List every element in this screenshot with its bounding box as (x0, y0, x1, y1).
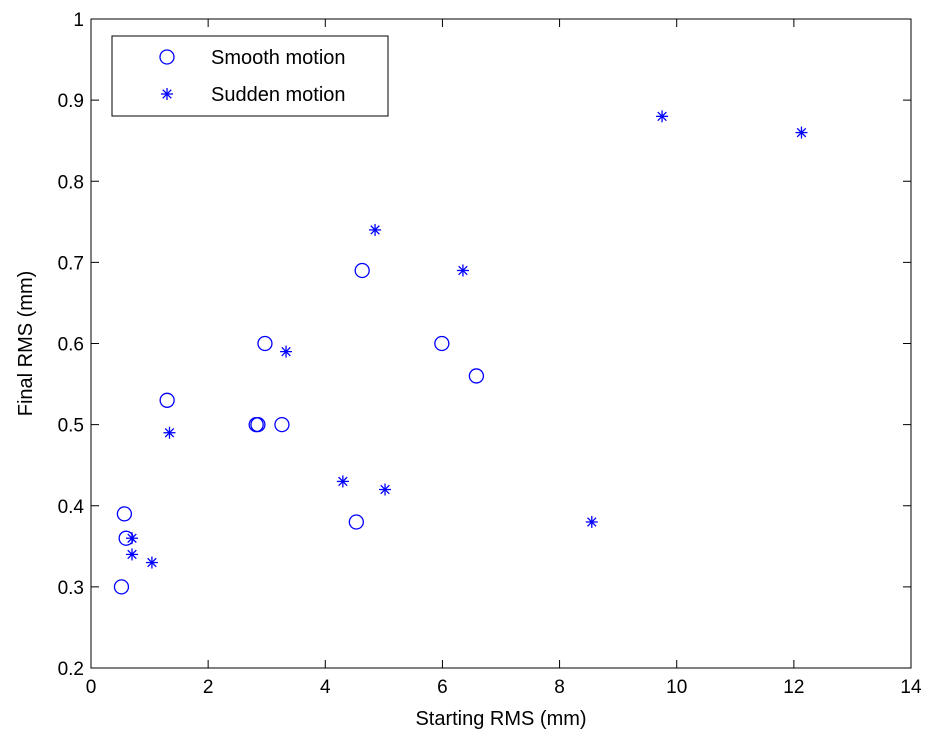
x-tick-label: 0 (86, 677, 97, 698)
legend: Smooth motion Sudden motion (111, 35, 389, 117)
legend-marker-sudden (161, 88, 173, 100)
data-point-sudden (795, 126, 808, 139)
data-point-sudden (369, 223, 382, 236)
y-tick-label: 0.5 (58, 416, 84, 437)
x-tick-label: 14 (900, 677, 922, 698)
data-point-smooth (468, 368, 485, 384)
data-point-smooth (113, 579, 130, 595)
y-tick-label: 0.2 (58, 659, 84, 680)
data-point-sudden (126, 548, 138, 561)
data-point-sudden (336, 475, 349, 488)
data-point-smooth (434, 335, 450, 352)
data-point-smooth (274, 416, 290, 433)
y-tick-label: 0.6 (58, 335, 84, 356)
x-tick-label: 4 (320, 677, 331, 698)
data-point-sudden (163, 426, 176, 439)
x-tick-label: 8 (554, 677, 565, 698)
data-point-smooth (116, 506, 133, 522)
x-tick-label: 10 (666, 677, 687, 698)
data-point-sudden (456, 264, 469, 277)
data-point-smooth (159, 392, 175, 408)
data-point-smooth (354, 262, 370, 279)
y-axis-label: Final RMS (mm) (15, 271, 37, 417)
data-point-sudden (656, 110, 669, 123)
data-point-sudden (126, 532, 138, 545)
x-tick-label: 2 (203, 677, 214, 698)
y-tick-label: 0.9 (58, 91, 84, 112)
y-tick-label: 0.8 (58, 172, 84, 193)
data-point-smooth (257, 335, 273, 352)
data-point-sudden (379, 483, 392, 496)
x-tick-label: 6 (437, 677, 448, 698)
data-point-smooth (348, 514, 364, 530)
y-tick-label: 0.3 (58, 578, 84, 599)
plot-area: 0 2 4 6 8 10 12 14 0.2 0.3 0.4 0.5 0.6 0.7 0.8 0.9 1 Star… (15, 10, 922, 730)
y-tick-label: 1 (73, 10, 84, 31)
legend-box (111, 35, 389, 117)
y-tick-label: 0.7 (58, 253, 84, 274)
data-point-sudden (280, 345, 293, 358)
data-point-sudden (585, 515, 598, 528)
x-tick-label: 12 (783, 677, 804, 698)
legend-label: Sudden motion (211, 84, 346, 106)
legend-marker-smooth (159, 49, 175, 65)
x-axis-label: Starting RMS (mm) (415, 708, 586, 730)
data-point-smooth (250, 416, 266, 433)
y-tick-label: 0.4 (58, 497, 85, 518)
data-point-sudden (145, 556, 158, 569)
legend-label: Smooth motion (211, 47, 346, 69)
